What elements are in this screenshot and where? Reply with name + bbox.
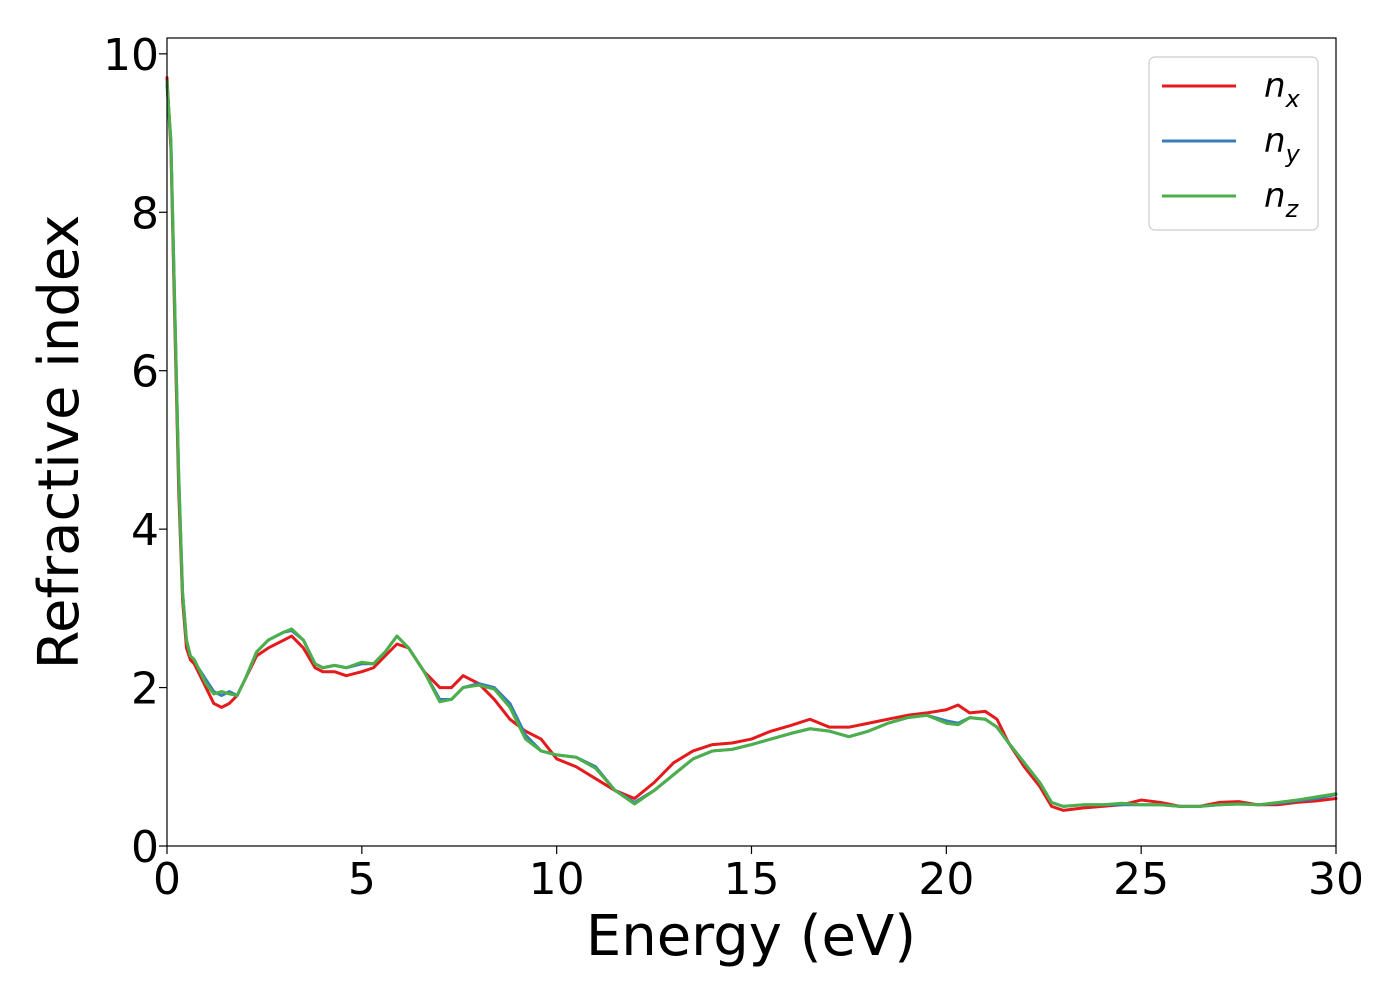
series-line-z xyxy=(165,80,1338,808)
x-axis-label: Energy (eV) xyxy=(586,904,916,969)
y-axis-ticks: 0 2 4 6 8 10 xyxy=(103,30,167,873)
y-axis-label: Refractive index xyxy=(27,215,92,670)
legend-label-y: ny xyxy=(1264,121,1301,168)
x-tick-label: 30 xyxy=(1308,854,1364,905)
legend-label-x: nx xyxy=(1264,66,1301,113)
y-tick-label: 4 xyxy=(131,505,159,556)
series-layer xyxy=(165,76,1338,812)
x-tick-label: 20 xyxy=(918,854,974,905)
legend-label-base: n xyxy=(1264,176,1286,216)
x-axis-ticks: 0 5 10 15 20 25 30 xyxy=(153,846,1364,905)
legend-label-subscript: x xyxy=(1285,85,1301,113)
legend-label-z: nz xyxy=(1264,176,1300,223)
legend-label-base: n xyxy=(1264,121,1286,161)
x-tick-label: 5 xyxy=(348,854,376,905)
x-tick-label: 0 xyxy=(153,854,181,905)
legend-label-subscript: z xyxy=(1285,195,1300,223)
y-tick-label: 6 xyxy=(131,347,159,398)
y-tick-label: 8 xyxy=(131,188,159,239)
legend-label-subscript: y xyxy=(1285,140,1301,168)
x-tick-label: 10 xyxy=(529,854,585,905)
y-tick-label: 2 xyxy=(131,664,159,715)
legend-label-base: n xyxy=(1264,66,1286,106)
y-tick-label: 10 xyxy=(103,30,159,81)
y-tick-label: 0 xyxy=(131,822,159,873)
x-tick-label: 15 xyxy=(724,854,780,905)
x-tick-label: 25 xyxy=(1113,854,1169,905)
legend-box xyxy=(1148,56,1319,231)
